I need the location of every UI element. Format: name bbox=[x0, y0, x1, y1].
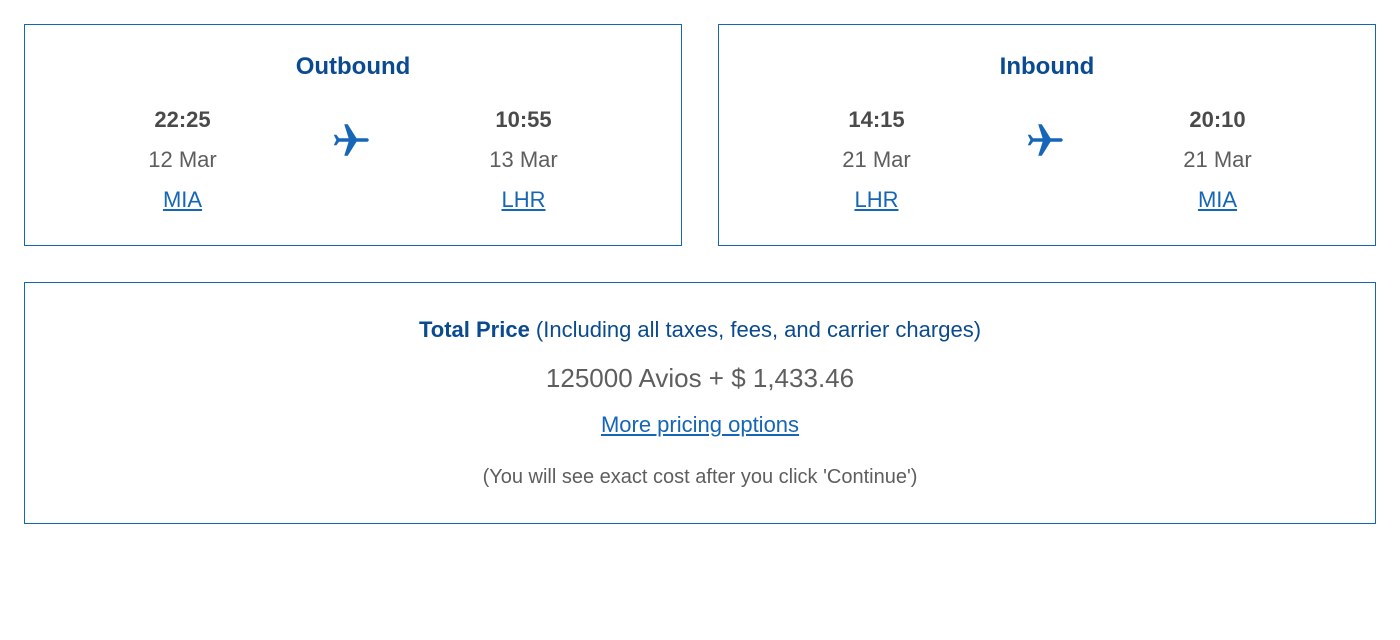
price-note: (You will see exact cost after you click… bbox=[45, 466, 1355, 489]
outbound-arrive-date: 13 Mar bbox=[386, 147, 661, 173]
price-title-strong: Total Price bbox=[419, 317, 530, 342]
outbound-depart-date: 12 Mar bbox=[45, 147, 320, 173]
outbound-title: Outbound bbox=[45, 53, 661, 81]
outbound-depart-time: 22:25 bbox=[45, 107, 320, 133]
outbound-arrive-airport-link[interactable]: LHR bbox=[501, 187, 545, 213]
inbound-card: Inbound 14:15 20:10 21 Mar 21 Mar LHR MI… bbox=[718, 24, 1376, 246]
inbound-depart-date: 21 Mar bbox=[739, 147, 1014, 173]
price-card: Total Price (Including all taxes, fees, … bbox=[24, 282, 1376, 524]
inbound-arrive-date: 21 Mar bbox=[1080, 147, 1355, 173]
inbound-depart-airport-link[interactable]: LHR bbox=[854, 187, 898, 213]
inbound-title: Inbound bbox=[739, 53, 1355, 81]
inbound-arrive-time: 20:10 bbox=[1080, 107, 1355, 133]
outbound-grid: 22:25 10:55 12 Mar 13 Mar MIA LHR bbox=[45, 107, 661, 213]
price-title-line: Total Price (Including all taxes, fees, … bbox=[45, 317, 1355, 343]
price-title-rest: (Including all taxes, fees, and carrier … bbox=[530, 317, 981, 342]
plane-icon bbox=[1026, 119, 1068, 161]
outbound-arrive-time: 10:55 bbox=[386, 107, 661, 133]
flights-row: Outbound 22:25 10:55 12 Mar 13 Mar MIA L… bbox=[24, 24, 1376, 246]
inbound-arrive-airport-link[interactable]: MIA bbox=[1198, 187, 1237, 213]
plane-icon bbox=[332, 119, 374, 161]
more-pricing-options-link[interactable]: More pricing options bbox=[601, 412, 799, 438]
outbound-card: Outbound 22:25 10:55 12 Mar 13 Mar MIA L… bbox=[24, 24, 682, 246]
inbound-grid: 14:15 20:10 21 Mar 21 Mar LHR MIA bbox=[739, 107, 1355, 213]
price-value: 125000 Avios + $ 1,433.46 bbox=[45, 363, 1355, 394]
inbound-depart-time: 14:15 bbox=[739, 107, 1014, 133]
outbound-depart-airport-link[interactable]: MIA bbox=[163, 187, 202, 213]
